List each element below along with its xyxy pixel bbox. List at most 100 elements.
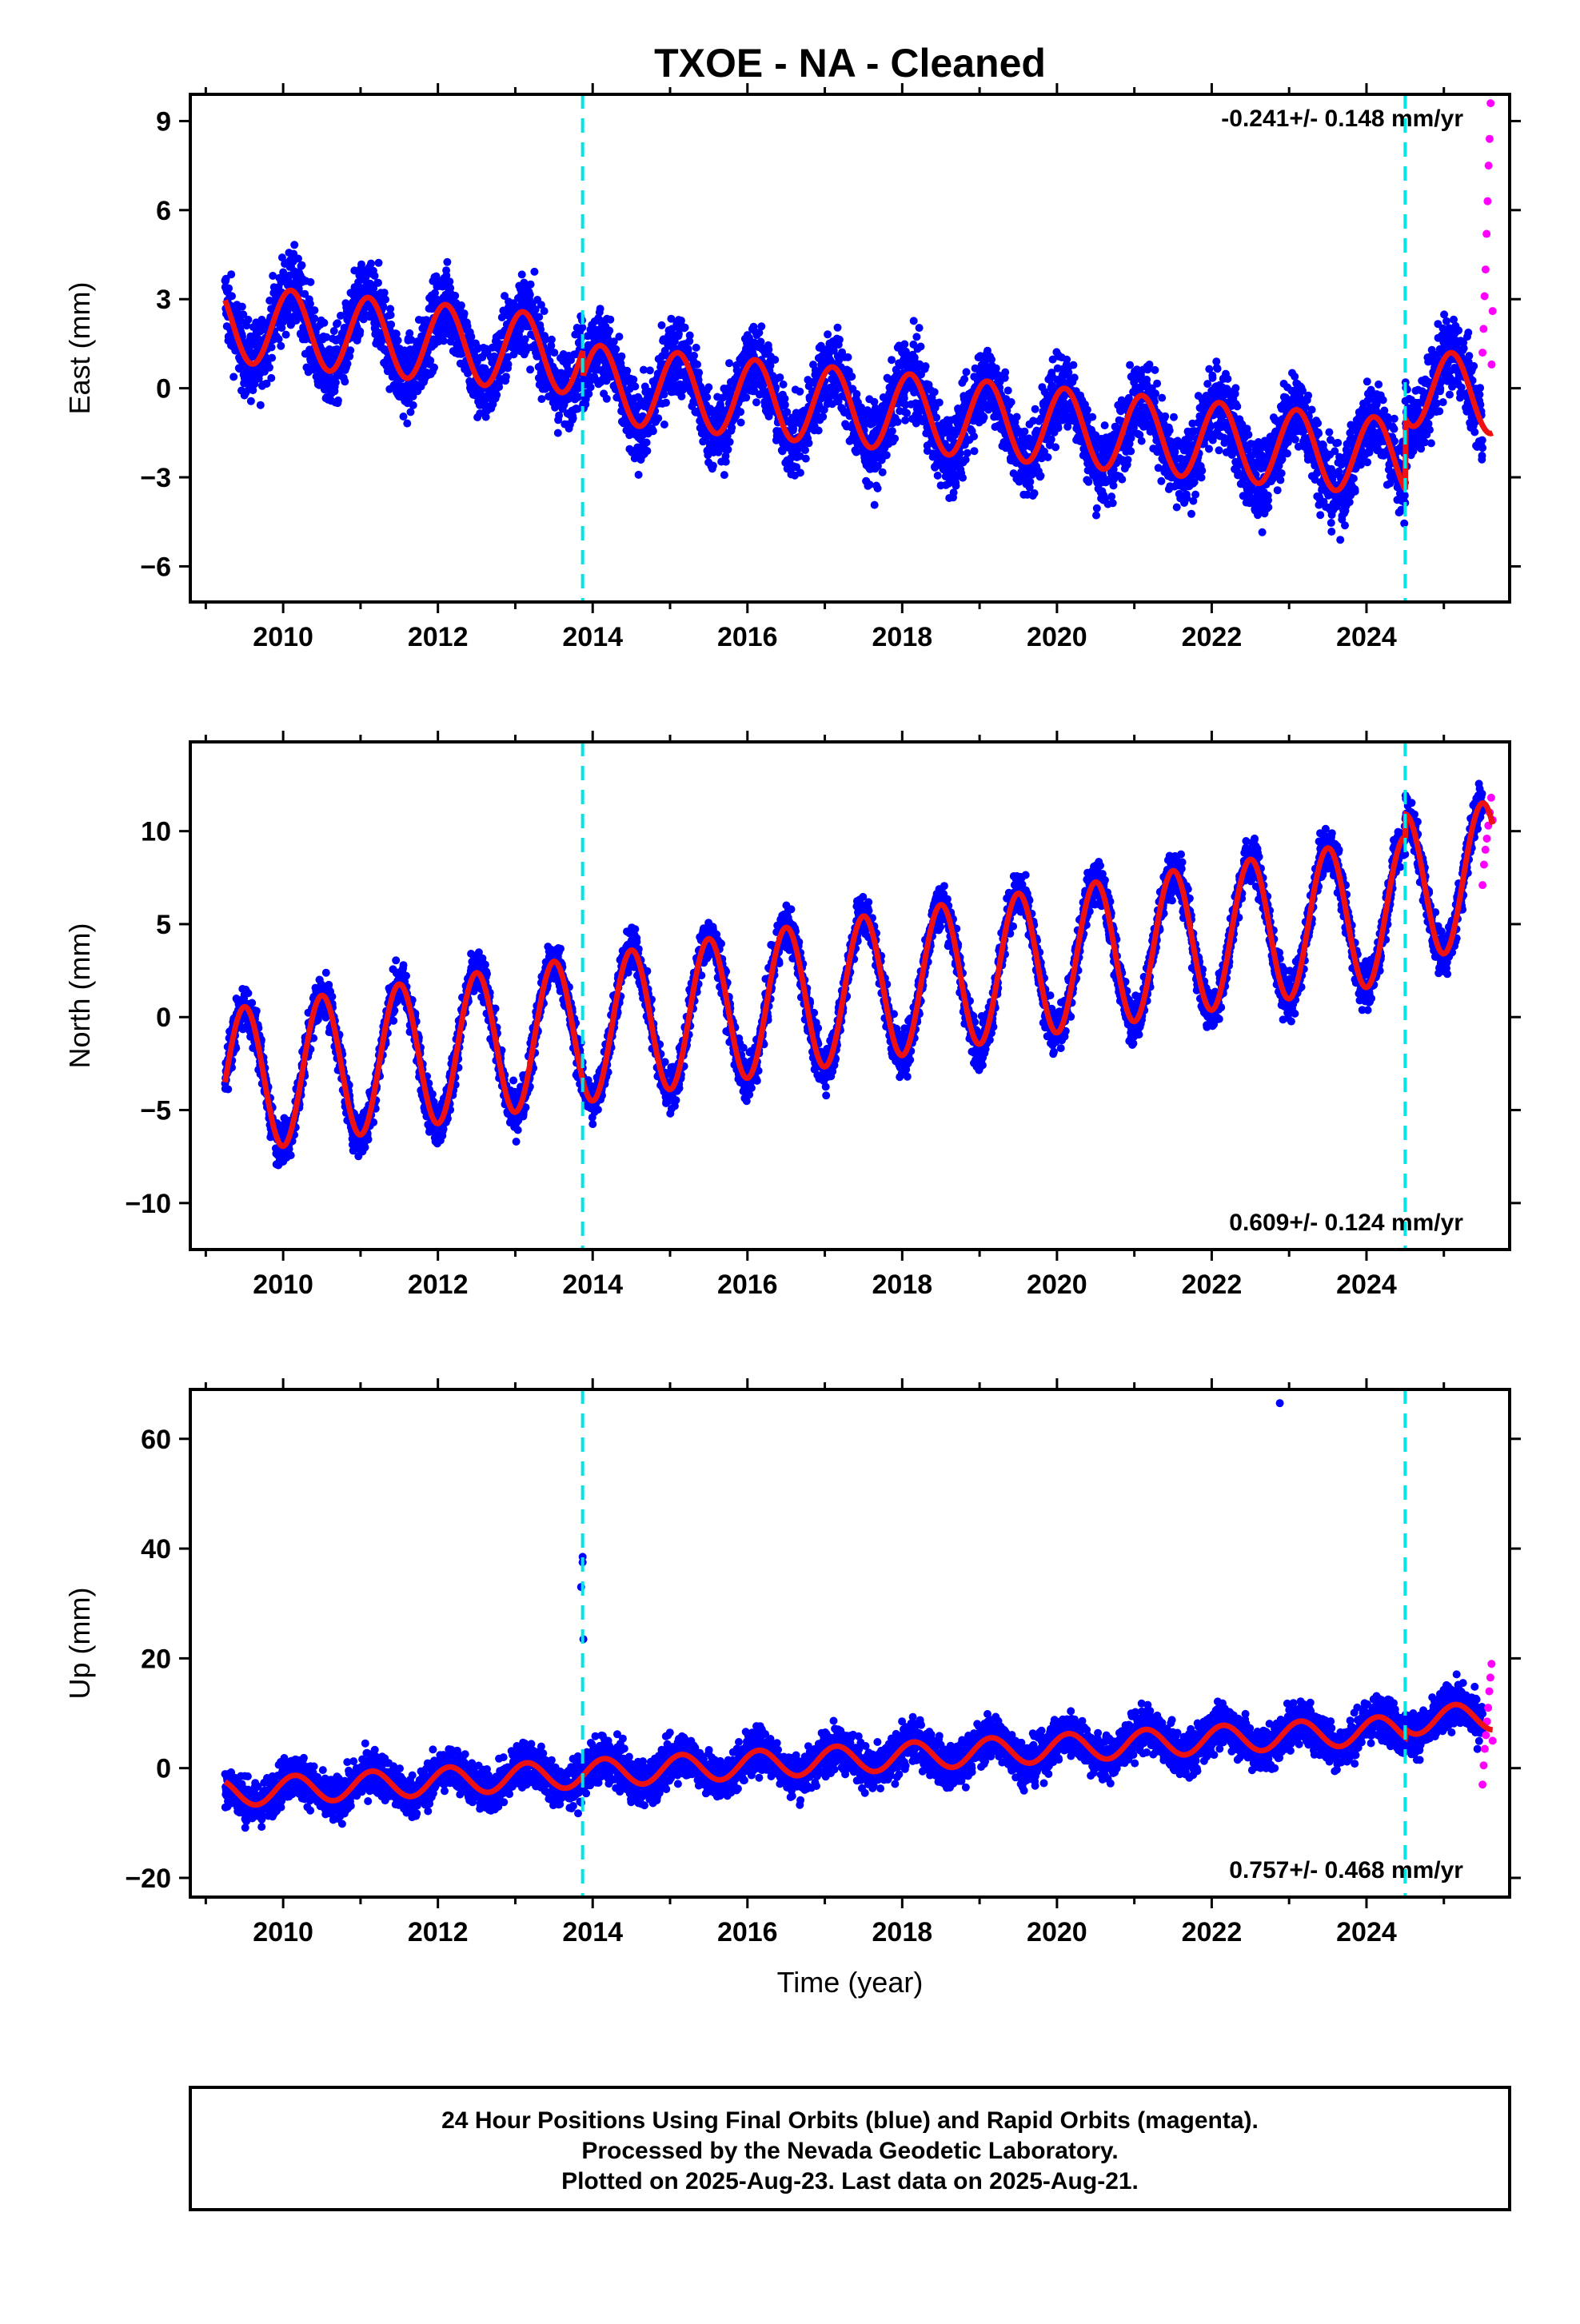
final-orbit-point (964, 449, 972, 457)
final-orbit-point (1158, 394, 1166, 402)
final-orbit-point (1126, 361, 1134, 369)
final-orbit-point (310, 306, 318, 314)
final-orbit-point (912, 333, 920, 341)
final-orbit-point (934, 472, 942, 480)
final-orbit-point (764, 345, 772, 353)
final-orbit-point (1151, 366, 1159, 374)
final-orbit-point (403, 420, 411, 428)
final-orbit-point (548, 336, 556, 344)
final-orbit-point (720, 471, 728, 479)
final-orbit-point (1170, 413, 1178, 421)
final-orbit-point (757, 322, 765, 330)
final-orbit-point (225, 285, 233, 293)
final-orbit-point (911, 353, 919, 361)
final-orbit-point (247, 397, 255, 405)
final-orbit-point (1259, 528, 1267, 536)
plot-area (221, 94, 1497, 602)
final-orbit-point (836, 336, 844, 344)
chart-title: TXOE - NA - Cleaned (654, 41, 1046, 86)
final-orbit-point (334, 397, 342, 405)
final-orbit-point (901, 417, 909, 425)
final-orbit-point (1037, 472, 1045, 480)
final-orbit-point (980, 413, 988, 421)
final-orbit-point (970, 433, 978, 440)
final-orbit-point (922, 362, 930, 370)
final-orbit-point (1191, 491, 1199, 499)
final-orbit-point (879, 468, 887, 476)
final-orbit-point (367, 260, 375, 268)
final-orbit-point (692, 344, 700, 352)
final-orbit-point (443, 258, 451, 266)
final-orbit-point (623, 367, 631, 375)
final-orbit-point (1031, 489, 1039, 497)
final-orbit-point (801, 446, 809, 454)
final-orbit-point (306, 300, 314, 308)
final-orbit-point (1198, 473, 1206, 481)
final-orbit-point (726, 438, 734, 446)
final-orbit-point (244, 316, 252, 324)
final-orbit-point (852, 390, 860, 398)
final-orbit-point (1187, 510, 1195, 518)
final-orbit-point (1004, 387, 1012, 395)
final-orbit-point (333, 319, 341, 327)
final-orbit-point (903, 409, 911, 417)
final-orbit-point (1223, 375, 1231, 383)
final-orbit-point (737, 419, 745, 427)
final-orbit-point (1013, 413, 1021, 421)
final-orbit-point (596, 305, 604, 313)
final-orbit-point (1026, 478, 1034, 486)
final-orbit-point (310, 314, 318, 322)
final-orbit-point (1001, 369, 1009, 377)
final-orbit-point (344, 360, 352, 368)
final-orbit-point (643, 439, 651, 447)
final-orbit-point (257, 401, 265, 409)
final-orbit-point (541, 307, 549, 315)
final-orbit-point (1173, 504, 1181, 512)
final-orbit-point (537, 395, 545, 403)
final-orbit-point (874, 484, 882, 492)
final-orbit-point (332, 378, 340, 386)
final-orbit-point (430, 364, 438, 372)
final-orbit-point (866, 480, 874, 488)
final-orbit-point (467, 333, 475, 341)
final-orbit-point (268, 343, 276, 351)
final-orbit-point (703, 393, 711, 401)
final-orbit-point (461, 309, 469, 317)
final-orbit-point (802, 455, 810, 463)
final-orbit-point (394, 337, 402, 345)
final-orbit-point (400, 413, 408, 421)
final-orbit-point (1007, 398, 1015, 406)
final-orbit-point (1093, 504, 1101, 512)
final-orbit-point (569, 414, 577, 422)
final-orbit-point (1166, 427, 1174, 435)
final-orbit-point (457, 301, 465, 309)
final-orbit-point (265, 364, 273, 372)
final-orbit-point (1153, 380, 1161, 388)
final-orbit-point (1205, 445, 1213, 453)
final-orbit-point (228, 292, 236, 300)
final-orbit-point (1233, 402, 1241, 410)
final-orbit-point (381, 296, 389, 304)
final-orbit-point (752, 398, 760, 406)
final-orbit-point (931, 388, 939, 396)
final-orbit-point (910, 317, 918, 325)
final-orbit-point (917, 343, 925, 351)
final-orbit-point (1109, 499, 1117, 507)
final-orbit-point (1118, 476, 1126, 484)
final-orbit-point (518, 270, 526, 278)
final-orbit-point (440, 337, 448, 345)
final-orbit-point (426, 357, 434, 365)
final-orbit-point (681, 324, 689, 332)
final-orbit-point (1124, 456, 1132, 464)
final-orbit-point (1151, 389, 1159, 397)
final-orbit-point (690, 352, 698, 360)
final-orbit-point (1055, 424, 1063, 432)
final-orbit-point (612, 345, 620, 353)
final-orbit-point (742, 393, 750, 401)
final-orbit-point (1088, 413, 1096, 421)
final-orbit-point (229, 373, 237, 381)
final-orbit-point (871, 501, 879, 509)
final-orbit-point (1264, 504, 1272, 512)
final-orbit-point (238, 303, 246, 311)
